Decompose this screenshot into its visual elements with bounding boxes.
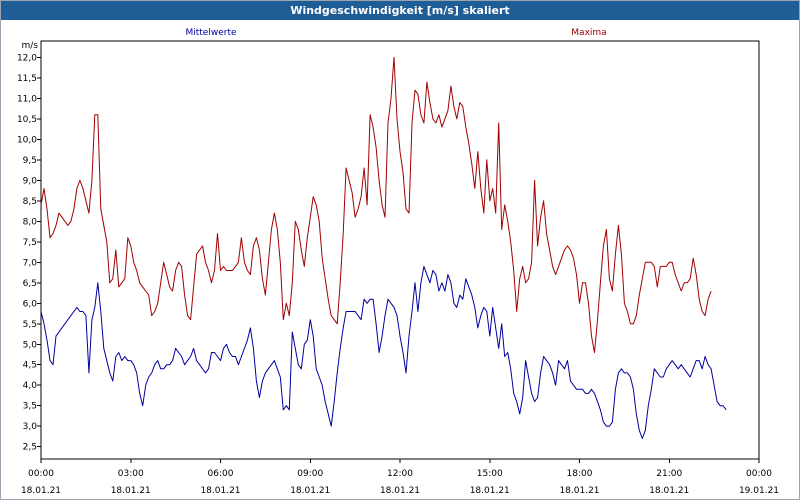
- x-tick-time: 06:00: [208, 469, 234, 479]
- y-tick-label: 3,0: [23, 422, 38, 432]
- x-tick-date: 18.01.21: [559, 486, 599, 496]
- series-line-maxima: [40, 56, 712, 353]
- series-layer: [40, 56, 727, 439]
- series-line-mittelwerte: [40, 265, 727, 439]
- x-tick-date: 18.01.21: [111, 486, 151, 496]
- x-tick-time: 18:00: [567, 469, 593, 479]
- x-tick-date: 18.01.21: [21, 486, 61, 496]
- x-tick-time: 00:00: [746, 469, 772, 479]
- y-tick-label: 5,5: [23, 320, 37, 330]
- y-tick-label: 7,5: [23, 238, 37, 248]
- x-tick-date: 19.01.21: [739, 486, 779, 496]
- y-tick-label: 11,5: [17, 74, 37, 84]
- y-tick-label: 12,0: [17, 53, 37, 63]
- y-tick-label: 10,0: [17, 135, 37, 145]
- y-tick-label: 4,5: [23, 361, 37, 371]
- legend-maxima: Maxima: [571, 28, 606, 38]
- x-tick-time: 03:00: [118, 469, 144, 479]
- x-tick-time: 00:00: [28, 469, 54, 479]
- y-tick-label: 11,0: [17, 94, 37, 104]
- x-tick-date: 18.01.21: [649, 486, 689, 496]
- plot-border: [40, 40, 760, 460]
- x-tick-date: 18.01.21: [470, 486, 510, 496]
- y-tick-label: 9,0: [23, 176, 38, 186]
- axis-labels: 2,5 3,0 3,5 4,0 4,5 5,0 5,5 6,0 6,5 7,0 7,5 8,0 8,5 9…: [17, 28, 779, 496]
- y-tick-label: 10,5: [17, 115, 37, 125]
- plot-frame: [37, 40, 760, 463]
- y-tick-label: 8,5: [23, 197, 37, 207]
- y-tick-label: 5,0: [23, 340, 38, 350]
- y-tick-label: 2,5: [23, 443, 37, 453]
- y-tick-label: 6,5: [23, 279, 37, 289]
- y-tick-label: 9,5: [23, 156, 37, 166]
- y-tick-label: 8,0: [23, 217, 38, 227]
- x-tick-time: 09:00: [297, 469, 323, 479]
- y-axis-label: m/s: [22, 41, 39, 51]
- y-tick-label: 7,0: [23, 258, 38, 268]
- x-tick-time: 21:00: [656, 469, 682, 479]
- y-tick-label: 6,0: [23, 299, 38, 309]
- x-tick-date: 18.01.21: [380, 486, 420, 496]
- x-tick-time: 12:00: [387, 469, 413, 479]
- window-title: Windgeschwindigkeit [m/s] skaliert: [1, 1, 799, 20]
- x-tick-date: 18.01.21: [290, 486, 330, 496]
- legend-mittelwerte: Mittelwerte: [185, 28, 236, 38]
- x-tick-time: 15:00: [477, 469, 503, 479]
- x-tick-date: 18.01.21: [200, 486, 240, 496]
- y-tick-label: 3,5: [23, 402, 37, 412]
- plot-background: [41, 41, 759, 459]
- y-tick-label: 4,0: [23, 381, 38, 391]
